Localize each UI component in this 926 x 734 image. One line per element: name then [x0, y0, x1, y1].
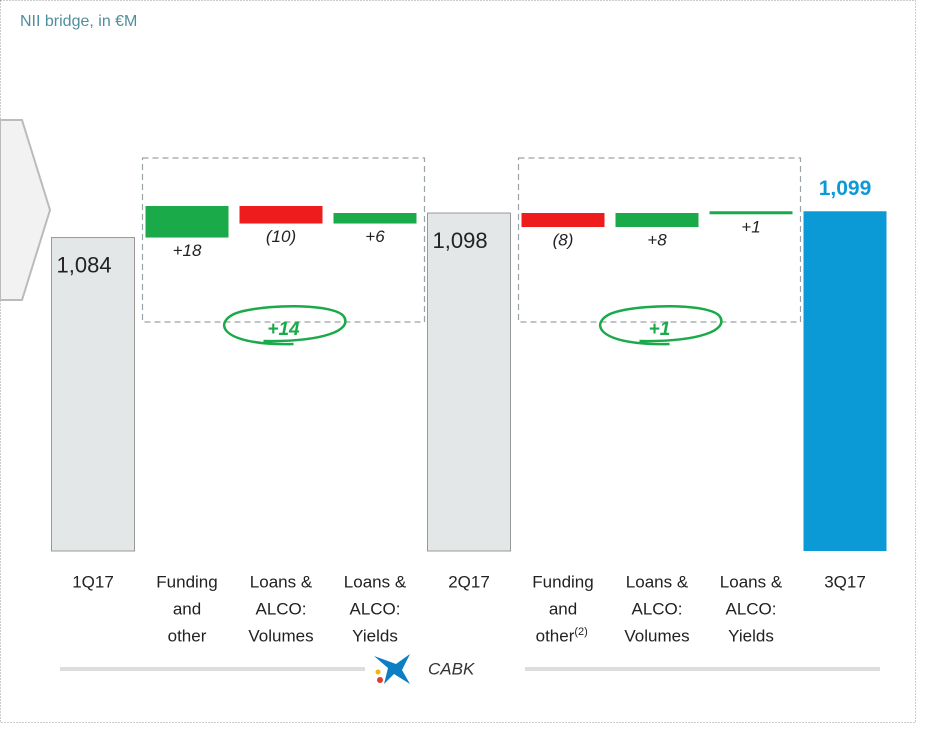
- bar: [333, 213, 417, 224]
- group-ellipse: [223, 305, 347, 346]
- value-label: 1,099: [819, 177, 872, 200]
- chevron: [0, 119, 52, 301]
- x-tick-note: (2): [574, 626, 587, 638]
- x-tick-label: Loans &: [344, 572, 407, 591]
- group-total: +14: [267, 319, 300, 340]
- x-tick-label: ALCO:: [349, 599, 400, 618]
- bar: [803, 211, 887, 551]
- bar: [145, 206, 229, 238]
- bar: [51, 237, 135, 552]
- x-tick-label: Yields: [728, 626, 774, 645]
- frame: [0, 0, 916, 723]
- x-tick-label: and: [549, 599, 577, 618]
- group-ellipse: [599, 305, 723, 346]
- value-label: +1: [741, 218, 760, 237]
- value-label: 1,084: [57, 252, 112, 277]
- value-label: +6: [365, 227, 385, 246]
- group-box: [517, 157, 802, 323]
- bar: [239, 206, 323, 224]
- x-tick-label: Volumes: [624, 626, 689, 645]
- group-box: [141, 157, 426, 323]
- bar: [615, 213, 699, 228]
- x-tick-label: Volumes: [248, 626, 313, 645]
- value-label: 1,098: [433, 228, 488, 253]
- value-label: (10): [266, 227, 296, 246]
- x-tick-label: ALCO:: [255, 599, 306, 618]
- x-tick-label: other: [536, 626, 575, 645]
- bar: [709, 211, 793, 215]
- x-tick-label: 1Q17: [72, 572, 114, 591]
- x-tick-label: Funding: [532, 572, 593, 591]
- x-tick-label: 3Q17: [824, 572, 866, 591]
- value-label: +8: [647, 231, 667, 250]
- chart-title: NII bridge, in €M: [20, 13, 137, 30]
- x-tick-label: Funding: [156, 572, 217, 591]
- x-tick-label: other: [168, 626, 207, 645]
- x-tick-label: 2Q17: [448, 572, 490, 591]
- x-tick-label: Loans &: [626, 572, 689, 591]
- group-total: +1: [649, 319, 671, 340]
- footer-label: CABK: [428, 659, 475, 678]
- value-label: (8): [553, 231, 574, 250]
- x-tick-label: Loans &: [250, 572, 313, 591]
- bar: [427, 212, 511, 552]
- x-tick-label: ALCO:: [725, 599, 776, 618]
- x-tick-label: Loans &: [720, 572, 783, 591]
- logo: [374, 654, 410, 684]
- x-tick-label: Yields: [352, 626, 398, 645]
- x-tick-label: and: [173, 599, 201, 618]
- value-label: +18: [173, 241, 202, 260]
- x-tick-label: ALCO:: [631, 599, 682, 618]
- bar: [521, 213, 605, 228]
